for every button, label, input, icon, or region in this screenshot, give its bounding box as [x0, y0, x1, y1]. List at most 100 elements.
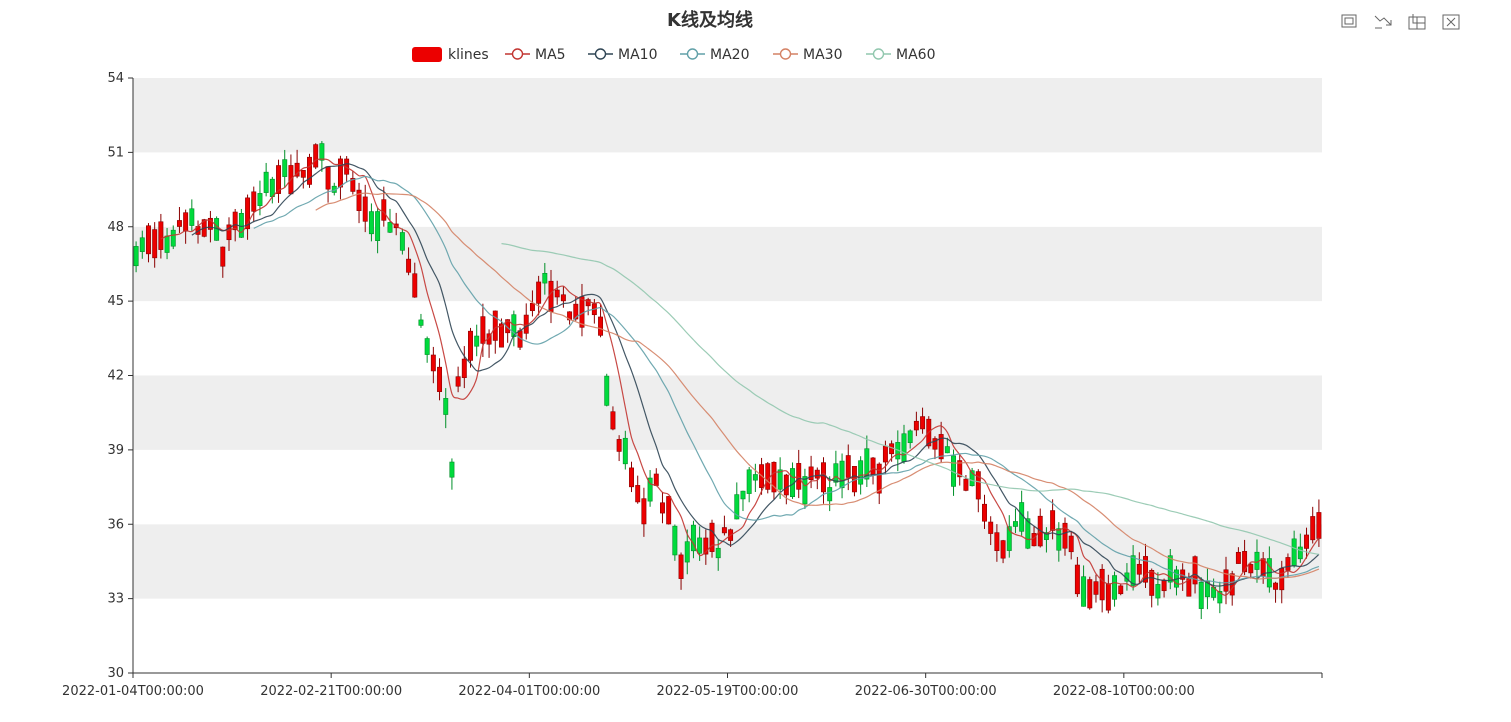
legend[interactable]: klines MA5 MA10 MA20 MA30 MA60: [412, 47, 935, 63]
split-area-band: [133, 449, 1322, 525]
candlestick: [443, 388, 449, 429]
x-tick-label: 2022-01-04T00:00:00: [62, 684, 204, 699]
candlestick: [1025, 511, 1031, 550]
legend-item-ma10[interactable]: MA10: [588, 47, 657, 63]
candlestick: [1235, 547, 1241, 564]
legend-swatch: [412, 47, 442, 62]
y-tick-label: 36: [107, 517, 124, 532]
candlestick: [610, 406, 616, 431]
candlestick: [1112, 571, 1118, 607]
legend-label: MA20: [710, 47, 749, 63]
candlestick: [158, 213, 164, 259]
candlestick: [282, 149, 288, 188]
split-area-band: [133, 226, 1322, 302]
y-tick-label: 33: [107, 592, 124, 607]
candlestick: [1081, 565, 1087, 607]
candlestick: [982, 494, 987, 529]
split-area-band: [133, 524, 1322, 599]
candlestick: [412, 262, 418, 298]
legend-marker: [779, 48, 792, 60]
x-tick-label: 2022-06-30T00:00:00: [855, 684, 997, 699]
clear-icon[interactable]: [1442, 14, 1460, 30]
candlestick: [1217, 581, 1223, 614]
candlestick: [988, 516, 994, 546]
candlestick: [678, 552, 684, 590]
candlestick: [932, 436, 938, 460]
candlestick: [802, 468, 808, 509]
candlestick: [585, 297, 591, 316]
candlestick: [449, 458, 455, 490]
candlestick: [1006, 515, 1012, 558]
candlestick: [690, 520, 696, 559]
candlestick: [418, 313, 424, 328]
candlestick: [808, 455, 814, 489]
legend-marker: [594, 48, 607, 60]
zoom-icon[interactable]: [1341, 14, 1357, 28]
zoom-reset-icon[interactable]: [1374, 15, 1392, 29]
restore-icon[interactable]: [1408, 14, 1426, 30]
candlestick: [1087, 576, 1093, 610]
candlestick: [238, 208, 244, 238]
legend-label: klines: [448, 47, 489, 63]
candlestick: [684, 529, 690, 575]
candlestick: [821, 457, 826, 504]
candlestick: [1056, 522, 1062, 562]
candlestick: [944, 437, 950, 454]
toolbox[interactable]: [1341, 14, 1460, 30]
legend-item-ma5[interactable]: MA5: [505, 47, 566, 63]
candlestick: [461, 346, 467, 389]
ma-line-ma10: [191, 163, 1320, 587]
candlestick: [1198, 577, 1204, 620]
candlestick: [839, 453, 845, 499]
candlestick: [709, 519, 715, 558]
legend-label: MA10: [618, 47, 657, 63]
candlestick: [406, 247, 412, 276]
candlestick: [350, 171, 356, 195]
y-tick-label: 51: [107, 145, 124, 160]
candlestick: [629, 461, 634, 493]
legend-item-klines[interactable]: klines: [412, 47, 489, 63]
legend-item-ma20[interactable]: MA20: [680, 47, 749, 63]
candlestick: [864, 435, 870, 488]
candlestick: [666, 496, 672, 525]
split-areas: [133, 78, 1322, 673]
candlestick: [455, 366, 461, 393]
y-tick-label: 54: [107, 71, 124, 86]
candlestick: [139, 230, 145, 259]
ma-line-ma5: [160, 158, 1320, 596]
candlestick: [920, 407, 926, 434]
y-tick-label: 39: [107, 443, 124, 458]
candlestick: [635, 475, 641, 504]
candlestick: [616, 435, 622, 462]
split-area-band: [133, 78, 1322, 153]
candlestick: [356, 182, 362, 224]
candlestick: [752, 463, 758, 492]
candlestick: [245, 194, 251, 240]
candlestick: [660, 492, 665, 524]
candlestick: [957, 454, 963, 486]
legend-item-ma30[interactable]: MA30: [773, 47, 842, 63]
candlestick: [672, 524, 678, 561]
candlestick: [771, 461, 777, 500]
candlestick: [474, 324, 480, 357]
candlestick: [1304, 527, 1309, 559]
candlestick: [1143, 543, 1148, 588]
legend-label: MA30: [803, 47, 842, 63]
candlestick: [833, 450, 839, 487]
legend-item-ma60[interactable]: MA60: [866, 47, 935, 63]
candlestick: [598, 304, 604, 338]
legend-label: MA60: [896, 47, 935, 63]
candlestick: [251, 186, 257, 223]
candlestick: [796, 449, 802, 499]
candlestick: [703, 529, 709, 565]
candlestick: [647, 470, 653, 507]
candlestick: [876, 462, 882, 505]
candlestick: [746, 467, 752, 503]
x-tick-label: 2022-05-19T00:00:00: [657, 684, 799, 699]
candlestick: [1043, 527, 1049, 553]
candlestick: [368, 203, 374, 242]
candlestick: [814, 467, 820, 490]
candlestick: [1000, 539, 1006, 564]
candlestick: [1012, 508, 1018, 534]
candlestick: [1310, 506, 1316, 544]
